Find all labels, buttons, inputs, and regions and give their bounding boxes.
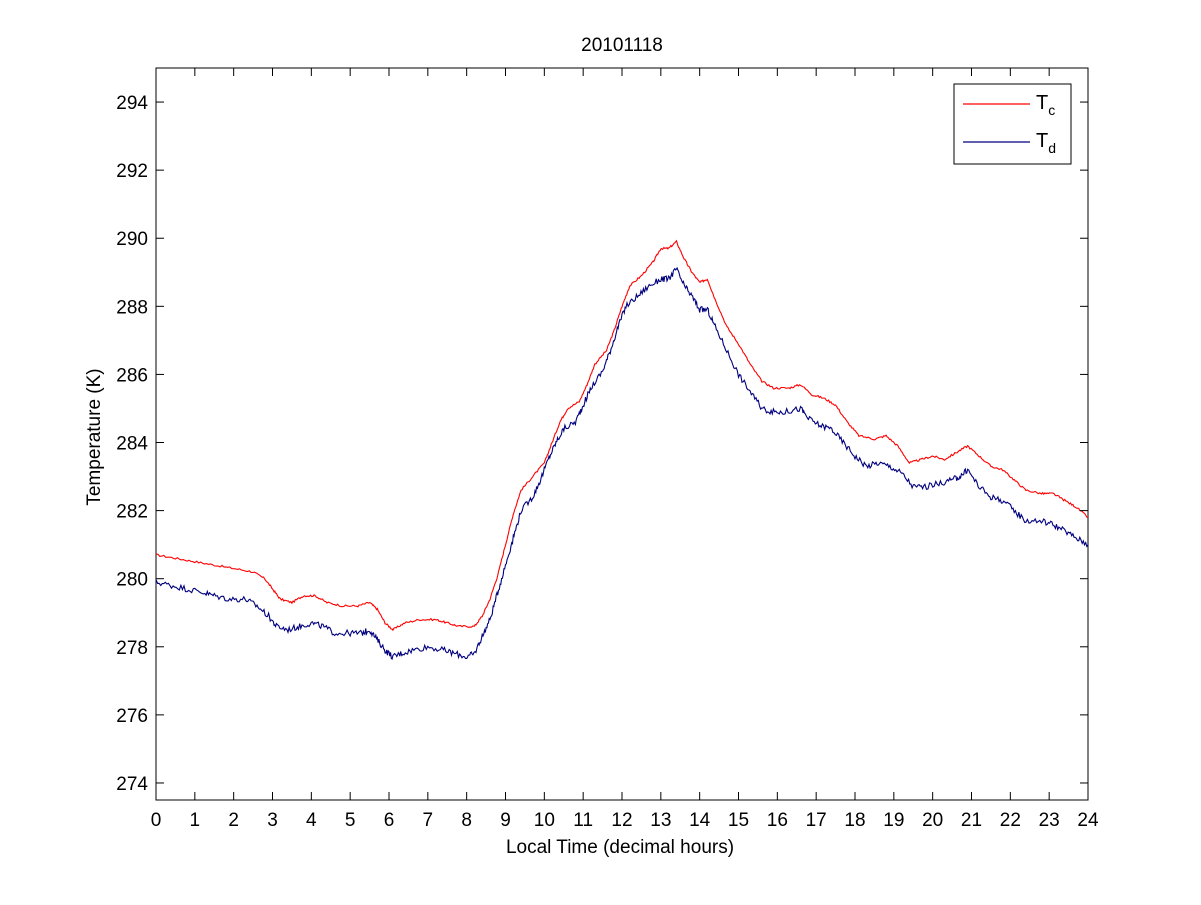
y-tick-label: 292 bbox=[116, 161, 148, 182]
x-tick-label: 6 bbox=[384, 810, 395, 831]
y-tick-label: 284 bbox=[116, 434, 148, 455]
y-tick-label: 294 bbox=[116, 93, 148, 114]
x-tick-label: 14 bbox=[689, 810, 711, 831]
legend-label-tc-main: T bbox=[1036, 92, 1048, 114]
x-tick-label: 15 bbox=[728, 810, 749, 831]
x-tick-label: 4 bbox=[306, 810, 317, 831]
x-tick-label: 12 bbox=[611, 810, 632, 831]
x-tick-label: 16 bbox=[767, 810, 788, 831]
legend-box bbox=[953, 83, 1072, 165]
plot-area-frame bbox=[155, 67, 1089, 801]
x-axis-label: Local Time (decimal hours) bbox=[506, 837, 734, 858]
ticks-layer: 0 1 2 3 4 5 6 7 8 9 10 11 12 13 14 15 16 17 18 19 20 21 22 23 24… bbox=[116, 68, 1099, 831]
legend: Tc Td bbox=[953, 83, 1072, 165]
x-tick-label: 1 bbox=[190, 810, 201, 831]
x-tick-label: 18 bbox=[844, 810, 865, 831]
x-tick-label: 22 bbox=[1000, 810, 1021, 831]
x-tick-label: 11 bbox=[573, 810, 593, 831]
series-line-tc bbox=[155, 239, 1089, 632]
x-tick-label: 3 bbox=[267, 810, 278, 831]
y-tick-label: 276 bbox=[116, 706, 148, 727]
series-line-td bbox=[155, 266, 1089, 661]
x-tick-label: 23 bbox=[1039, 810, 1060, 831]
y-tick-label: 288 bbox=[116, 297, 148, 318]
x-tick-label: 0 bbox=[151, 810, 162, 831]
x-tick-label: 21 bbox=[961, 810, 982, 831]
legend-label-td: Td bbox=[1036, 130, 1056, 156]
x-tick-label: 10 bbox=[534, 810, 555, 831]
x-tick-label: 7 bbox=[423, 810, 434, 831]
x-tick-label: 5 bbox=[345, 810, 356, 831]
y-tick-label: 274 bbox=[116, 774, 148, 795]
x-tick-label: 24 bbox=[1077, 810, 1099, 831]
y-tick-label: 286 bbox=[116, 365, 148, 386]
x-tick-label: 20 bbox=[922, 810, 943, 831]
x-tick-label: 19 bbox=[883, 810, 904, 831]
y-tick-label: 282 bbox=[116, 502, 148, 523]
x-tick-label: 9 bbox=[500, 810, 511, 831]
x-tick-label: 8 bbox=[461, 810, 472, 831]
legend-label-tc: Tc bbox=[1036, 92, 1055, 118]
legend-label-tc-sub: c bbox=[1048, 102, 1055, 118]
legend-label-td-main: T bbox=[1036, 130, 1048, 152]
x-tick-label: 13 bbox=[650, 810, 671, 831]
x-tick-label: 2 bbox=[228, 810, 239, 831]
chart-title: 20101118 bbox=[581, 35, 663, 56]
series-layer bbox=[155, 239, 1089, 661]
legend-label-td-sub: d bbox=[1048, 140, 1056, 156]
x-tick-label: 17 bbox=[806, 810, 827, 831]
y-axis-label: Temperature (K) bbox=[84, 368, 105, 505]
y-tick-label: 280 bbox=[116, 570, 148, 591]
y-tick-label: 278 bbox=[116, 638, 148, 659]
y-tick-label: 290 bbox=[116, 229, 148, 250]
